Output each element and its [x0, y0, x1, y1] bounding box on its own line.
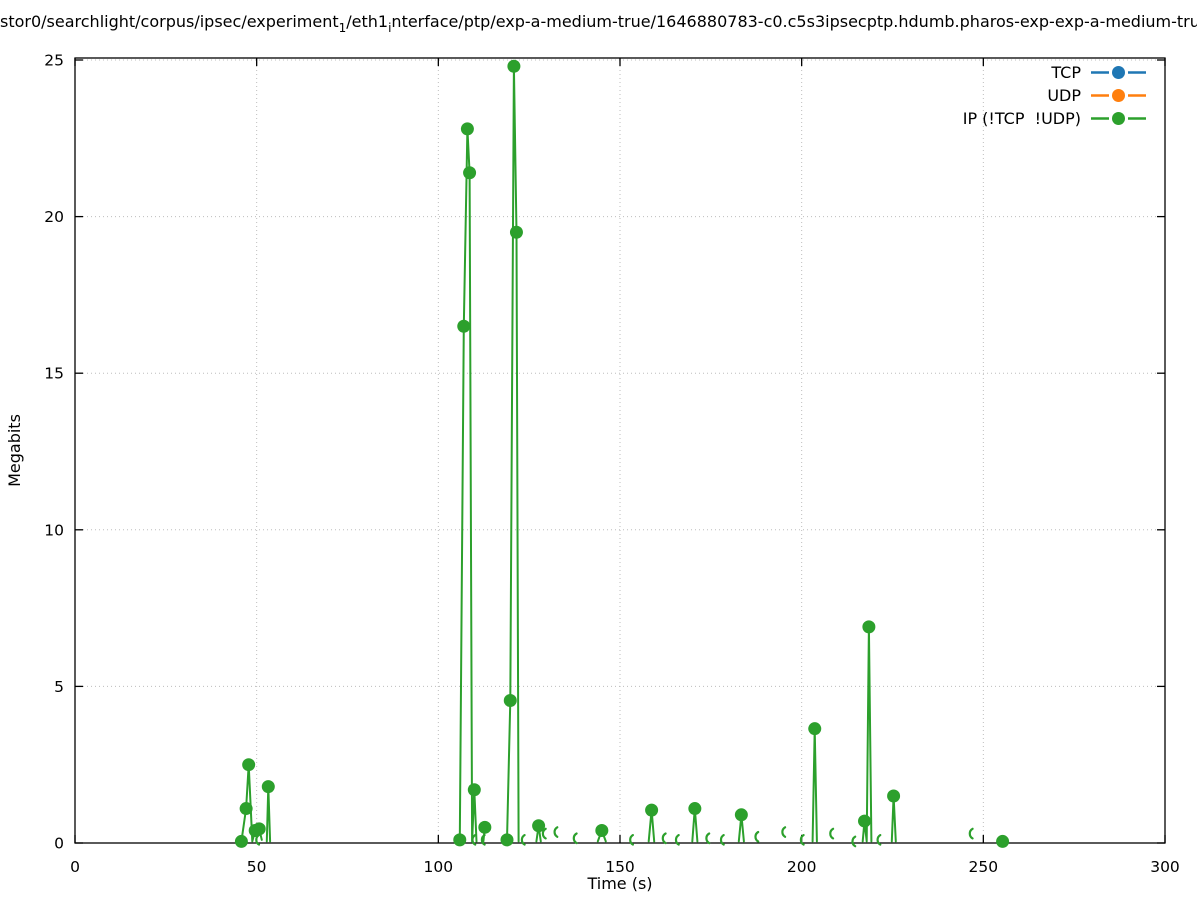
data-point-dot — [532, 819, 546, 833]
data-point-dot — [242, 758, 256, 772]
legend: TCP UDP IP (!TCP !UDP) — [963, 61, 1147, 130]
y-tick-label: 25 — [44, 52, 64, 70]
data-point-arc — [661, 832, 667, 845]
chart-title-subscript: 1 — [338, 21, 347, 34]
legend-sample-linespoints-tcp — [1091, 66, 1146, 79]
data-point-arc — [876, 834, 882, 846]
x-tick-label: 100 — [424, 858, 454, 876]
data-point-dot — [457, 319, 471, 333]
data-point-arc — [629, 834, 634, 846]
data-point-dot — [261, 780, 275, 794]
data-point-dot — [645, 803, 659, 817]
y-tick-label: 20 — [44, 208, 64, 226]
data-point-arc — [829, 827, 835, 840]
data-point-dot — [503, 693, 517, 707]
x-tick-label: 300 — [1150, 858, 1180, 876]
data-point-arc — [471, 834, 477, 846]
series-line — [890, 795, 897, 843]
x-tick-label: 150 — [605, 858, 635, 876]
data-point-dot — [688, 802, 702, 816]
data-point-arc — [572, 832, 578, 845]
chart-title-segment: nterface/ptp/exp-a-medium-true/164688078… — [391, 12, 1197, 31]
data-point-dot — [808, 722, 822, 736]
y-tick-label: 0 — [54, 835, 64, 853]
data-point-dot — [252, 822, 266, 836]
data-point-arc — [968, 827, 974, 840]
data-point-arc — [851, 835, 857, 848]
series-line — [506, 65, 520, 843]
data-point-dot — [234, 834, 248, 848]
data-point-dot — [507, 59, 521, 73]
legend-label-ip: IP (!TCP !UDP) — [962, 109, 1081, 128]
data-point-arc — [754, 830, 760, 843]
y-tick-label: 5 — [54, 678, 64, 696]
x-tick-label: 0 — [70, 858, 80, 876]
data-point-dot — [467, 783, 481, 797]
data-point-arc — [781, 826, 787, 838]
x-tick-label: 50 — [247, 858, 267, 876]
legend-item-tcp: TCP — [963, 61, 1147, 84]
legend-item-ip: IP (!TCP !UDP) — [963, 107, 1147, 130]
x-tick-label: 200 — [787, 858, 817, 876]
data-point-arc — [255, 834, 261, 846]
x-tick-label: 250 — [969, 858, 999, 876]
legend-sample-linespoints-udp — [1091, 89, 1146, 102]
data-point-arc — [674, 834, 680, 846]
data-point-dot — [453, 833, 467, 847]
series-line — [265, 785, 272, 843]
chart-title-segment: /eth1 — [346, 12, 389, 31]
data-point-arc — [799, 834, 805, 846]
data-point-arc — [719, 834, 725, 846]
data-point-dot — [595, 823, 609, 837]
data-point-dot — [887, 789, 901, 803]
series-line — [811, 727, 818, 843]
data-point-dot — [509, 225, 523, 239]
data-point-dot — [478, 820, 492, 834]
legend-sample-linespoints-ip — [1091, 112, 1146, 125]
data-point-dot — [858, 814, 872, 828]
series-line — [861, 625, 873, 843]
chart-title: stor0/searchlight/corpus/ipsec/experimen… — [0, 10, 1197, 34]
series-line — [458, 127, 478, 843]
y-tick-label: 15 — [44, 365, 64, 383]
data-point-arc — [553, 826, 559, 838]
legend-label-udp: UDP — [1047, 86, 1081, 105]
data-point-arc — [541, 827, 547, 840]
legend-item-udp: UDP — [963, 84, 1147, 107]
chart-title-segment: stor0/searchlight/corpus/ipsec/experimen… — [0, 12, 339, 31]
data-point-arc — [520, 834, 526, 846]
data-point-dot — [500, 833, 514, 847]
y-tick-label: 10 — [44, 521, 64, 539]
data-point-arc — [480, 834, 486, 846]
x-axis-label: Time (s) — [586, 874, 652, 893]
data-point-dot — [996, 834, 1010, 848]
y-axis-label: Megabits — [5, 414, 24, 487]
data-point-dot — [862, 620, 876, 634]
data-point-dot — [460, 122, 474, 136]
chart-title-subscript: i — [388, 21, 392, 34]
data-point-arc — [705, 832, 711, 845]
data-point-dot — [463, 166, 477, 180]
legend-label-tcp: TCP — [1051, 63, 1081, 82]
data-point-dot — [239, 802, 253, 816]
data-point-dot — [734, 808, 748, 822]
